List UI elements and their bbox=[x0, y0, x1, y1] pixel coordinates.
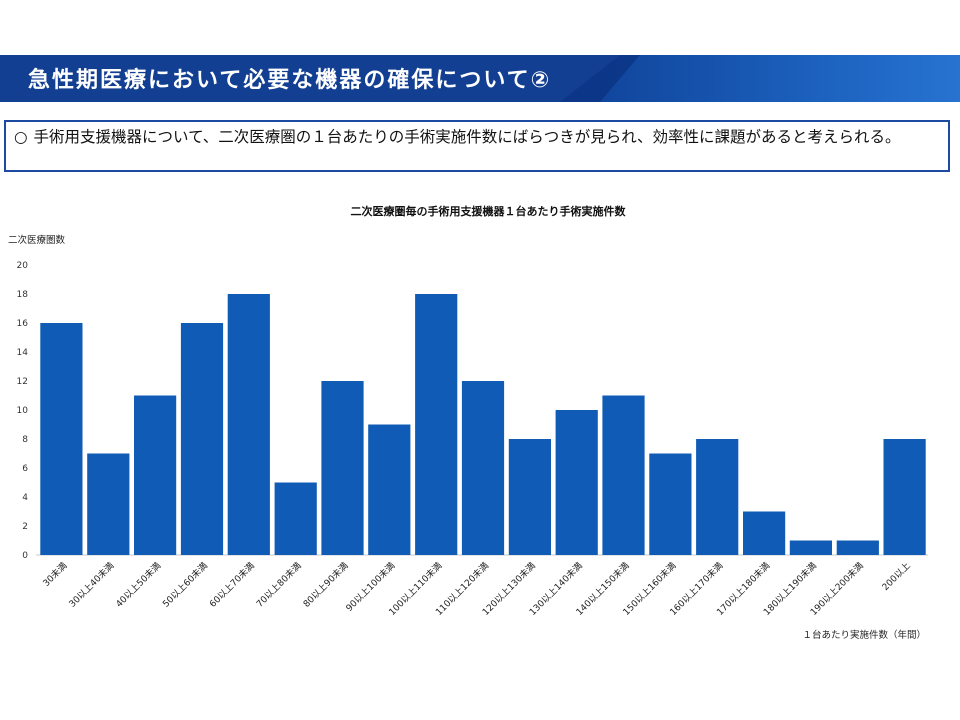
bar-11 bbox=[555, 410, 598, 555]
bar-16 bbox=[789, 540, 832, 555]
x-category-label: 90以上100未満 bbox=[343, 560, 397, 614]
y-tick-label: 6 bbox=[22, 464, 28, 474]
bullet-marker: ○ bbox=[14, 128, 28, 146]
bar-5 bbox=[274, 482, 317, 555]
bar-14 bbox=[696, 439, 739, 555]
y-tick-label: 14 bbox=[17, 348, 29, 358]
y-tick-label: 0 bbox=[22, 551, 28, 561]
x-category-label: 30以上40未満 bbox=[66, 560, 116, 610]
bar-6 bbox=[321, 381, 364, 555]
y-axis-label: 二次医療圏数 bbox=[8, 234, 66, 246]
y-tick-label: 16 bbox=[17, 319, 29, 329]
bar-12 bbox=[602, 395, 645, 555]
y-tick-label: 8 bbox=[22, 435, 28, 445]
x-category-label: 60以上70未満 bbox=[207, 560, 257, 610]
bar-15 bbox=[743, 511, 786, 555]
summary-text: 手術用支援機器について、二次医療圏の１台あたりの手術実施件数にばらつきが見られ、… bbox=[33, 128, 901, 146]
bar-9 bbox=[461, 381, 505, 555]
x-category-label: 200以上 bbox=[880, 560, 913, 593]
y-tick-label: 2 bbox=[22, 522, 28, 532]
y-tick-label: 18 bbox=[17, 290, 29, 300]
x-category-label: 30未満 bbox=[40, 560, 69, 589]
x-axis-categories: 30未満30以上40未満40以上50未満50以上60未満60以上70未満70以上… bbox=[40, 560, 913, 618]
bar-13 bbox=[649, 453, 692, 555]
y-tick-label: 4 bbox=[22, 493, 28, 503]
x-category-label: 80以上90未満 bbox=[300, 560, 350, 610]
bar-18 bbox=[883, 439, 926, 555]
bar-8 bbox=[415, 294, 458, 555]
summary-box: ○ 手術用支援機器について、二次医療圏の１台あたりの手術実施件数にばらつきが見られ… bbox=[4, 120, 950, 172]
bar-3 bbox=[180, 323, 224, 555]
x-axis-label: １台あたり実施件数（年間） bbox=[802, 629, 926, 641]
y-axis-ticks: 0 2 4 6 8 10 12 14 16 18 20 bbox=[17, 261, 29, 561]
x-category-label: 40以上50未満 bbox=[113, 560, 163, 610]
bar-2 bbox=[134, 395, 177, 555]
y-tick-label: 12 bbox=[17, 377, 28, 387]
x-category-label: 70以上80未満 bbox=[254, 560, 304, 610]
chart-title: 二次医療圏毎の手術用支援機器１台あたり手術実施件数 bbox=[351, 204, 627, 218]
bar-17 bbox=[836, 540, 879, 555]
bar-7 bbox=[368, 424, 411, 555]
bar-10 bbox=[508, 439, 551, 555]
title-banner: 急性期医療において必要な機器の確保について② bbox=[0, 55, 960, 102]
y-tick-label: 10 bbox=[17, 406, 29, 416]
bar-1 bbox=[87, 453, 130, 555]
bar-4 bbox=[227, 294, 270, 555]
x-category-label: 50以上60未満 bbox=[160, 560, 210, 610]
y-tick-label: 20 bbox=[17, 261, 29, 271]
bars-group bbox=[40, 294, 926, 555]
slide-title: 急性期医療において必要な機器の確保について② bbox=[28, 68, 552, 93]
bar-0 bbox=[40, 323, 83, 555]
banner-decoration-accent bbox=[600, 55, 960, 102]
